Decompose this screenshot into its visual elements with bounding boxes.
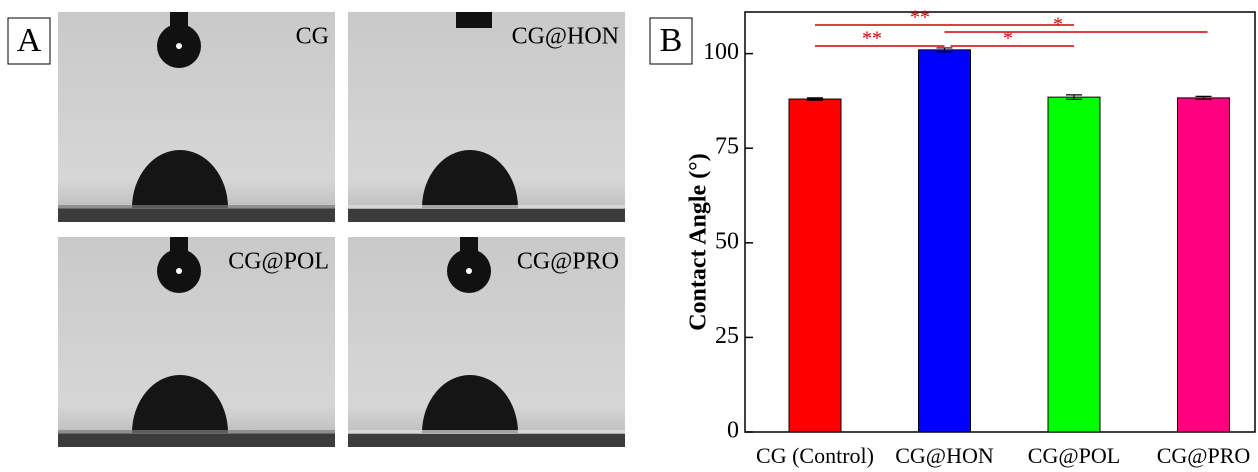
- panel-label: A: [17, 22, 42, 59]
- photo-label: CG@POL: [228, 249, 329, 275]
- needle: [456, 12, 492, 28]
- y-tick-label: 100: [703, 39, 739, 65]
- substrate: [348, 433, 625, 447]
- bar: [919, 50, 971, 432]
- significance-label: **: [910, 7, 930, 29]
- substrate: [58, 208, 335, 222]
- y-tick-label: 25: [715, 323, 739, 349]
- significance-label: *: [1003, 28, 1013, 50]
- substrate-edge: [348, 205, 625, 209]
- drop-highlight: [466, 268, 472, 274]
- photo: CG: [58, 12, 335, 222]
- significance-label: **: [862, 28, 882, 50]
- x-tick-label: CG@POL: [1028, 443, 1120, 468]
- x-tick-label: CG@PRO: [1157, 443, 1251, 468]
- photo: CG@PRO: [348, 237, 625, 447]
- bar: [789, 99, 841, 432]
- substrate-edge: [58, 430, 335, 434]
- drop-highlight: [176, 43, 182, 49]
- photo-label: CG@PRO: [517, 249, 619, 275]
- drop-highlight: [176, 268, 182, 274]
- y-tick-label: 50: [715, 228, 739, 254]
- photo-label: CG: [296, 24, 329, 50]
- substrate: [58, 433, 335, 447]
- x-tick-label: CG (Control): [756, 443, 874, 468]
- x-tick-label: CG@HON: [895, 443, 994, 468]
- y-tick-label: 75: [715, 134, 739, 160]
- bar: [1048, 97, 1100, 432]
- substrate-edge: [58, 205, 335, 209]
- y-tick-label: 0: [727, 418, 739, 444]
- photo: CG@POL: [58, 237, 335, 447]
- substrate-edge: [348, 430, 625, 434]
- substrate: [348, 208, 625, 222]
- panel-label: B: [660, 22, 683, 59]
- photo: CG@HON: [348, 12, 625, 222]
- significance-label: *: [1053, 14, 1063, 36]
- bar: [1178, 98, 1230, 432]
- photo-label: CG@HON: [512, 24, 619, 50]
- figure: A B CG CG@HON CG@POL CG@PRO 0 25 50 75 100 Contac…: [0, 0, 1258, 472]
- y-axis-label: Contact Angle (°): [686, 153, 712, 331]
